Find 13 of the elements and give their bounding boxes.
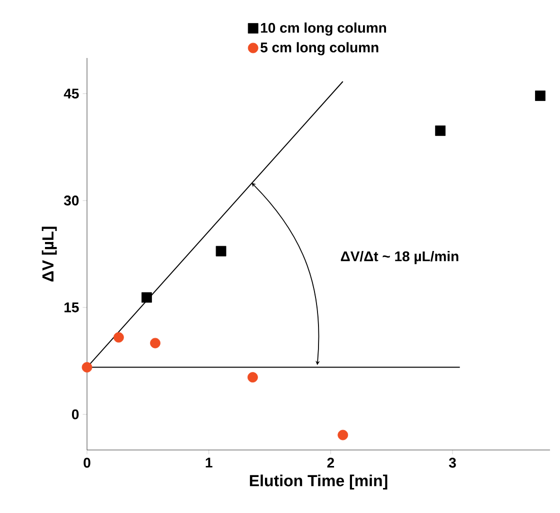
x-axis-title: Elution Time [min] bbox=[250, 474, 388, 490]
y-tick-label: 45 bbox=[64, 88, 79, 99]
y-tick-label: 30 bbox=[64, 196, 79, 206]
x-tick-label: 3 bbox=[448, 458, 456, 468]
legend-label: 10 cm long column bbox=[260, 22, 386, 36]
y-tick-label: 0 bbox=[72, 409, 79, 420]
x-tick-label: 0 bbox=[84, 458, 90, 468]
y-tick-label: 15 bbox=[64, 302, 79, 312]
x-tick-label: 2 bbox=[327, 458, 334, 468]
annotation: ΔV/Δt ~ 18 µL/min bbox=[340, 251, 458, 264]
x-tick-label: 1 bbox=[206, 458, 212, 468]
y-axis-title: ΔV [µL] bbox=[42, 226, 57, 282]
legend-label: 5 cm long column bbox=[260, 42, 378, 56]
